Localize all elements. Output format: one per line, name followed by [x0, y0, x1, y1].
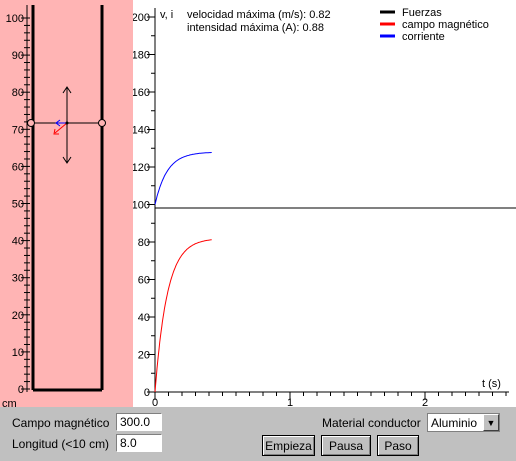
ruler-label: 40: [12, 236, 24, 248]
legend-label: Fuerzas: [402, 7, 442, 19]
ruler-label: 100: [6, 13, 24, 25]
simulation-panel: 100 90 80 70 60 50 40 30 20 10 0: [0, 0, 133, 407]
x-tick-label: 0: [152, 397, 158, 407]
length-label: Longitud (<10 cm): [12, 437, 110, 451]
series-line: [154, 239, 212, 393]
pause-button[interactable]: Pausa: [321, 435, 371, 456]
legend-label: campo magnético: [402, 19, 489, 31]
y-tick-label: 120: [133, 162, 150, 174]
ruler-label: 50: [12, 199, 24, 211]
axis-label: v, i: [160, 9, 173, 21]
legend-label: corriente: [402, 31, 445, 43]
x-tick-label: 1: [287, 397, 293, 407]
material-select-value: Aluminio: [431, 416, 478, 430]
y-tick-label: 60: [138, 275, 150, 287]
force-arrows-icon: [53, 86, 72, 164]
material-select[interactable]: Aluminio ▼: [427, 413, 500, 432]
y-tick-label: 0: [144, 387, 150, 399]
ruler-label: 80: [12, 87, 24, 99]
y-tick-label: 100: [133, 200, 150, 212]
y-tick-label: 160: [133, 87, 150, 99]
ruler-label: 30: [12, 273, 24, 285]
bar-right-contact: [98, 119, 106, 127]
series: [154, 152, 212, 393]
field-label: Campo magnético: [12, 416, 110, 430]
y-tick-label: 140: [133, 125, 150, 137]
y-tick-label: 40: [138, 312, 150, 324]
velocity-readout: velocidad máxima (m/s): 0.82: [187, 9, 331, 21]
x-ticks: 0 1 2: [152, 392, 507, 409]
y-tick-label: 180: [133, 50, 150, 62]
start-button[interactable]: Empieza: [262, 435, 315, 456]
y-tick-label: 80: [138, 237, 150, 249]
x-tick-label: 2: [422, 397, 428, 407]
ruler-label: 70: [12, 124, 24, 136]
length-input[interactable]: [116, 434, 162, 452]
current-readout: intensidad máxima (A): 0.88: [187, 22, 324, 34]
y-tick-label: 200: [133, 12, 150, 24]
bar-left-contact: [27, 119, 35, 127]
magnetic-field-input[interactable]: [116, 413, 162, 431]
ruler-label: 60: [12, 161, 24, 173]
step-button[interactable]: Paso: [377, 435, 419, 456]
ruler-label: 20: [12, 310, 24, 322]
chevron-down-icon[interactable]: ▼: [483, 414, 499, 431]
material-label: Material conductor: [322, 416, 421, 430]
series-line: [154, 152, 212, 205]
time-axis-label: t (s): [482, 378, 501, 390]
control-panel: Campo magnético Longitud (<10 cm) Materi…: [0, 407, 516, 461]
ruler-label: 90: [12, 50, 24, 62]
ruler-label: 10: [12, 347, 24, 359]
ruler-label: 0: [18, 384, 24, 396]
y-tick-label: 20: [138, 350, 150, 362]
